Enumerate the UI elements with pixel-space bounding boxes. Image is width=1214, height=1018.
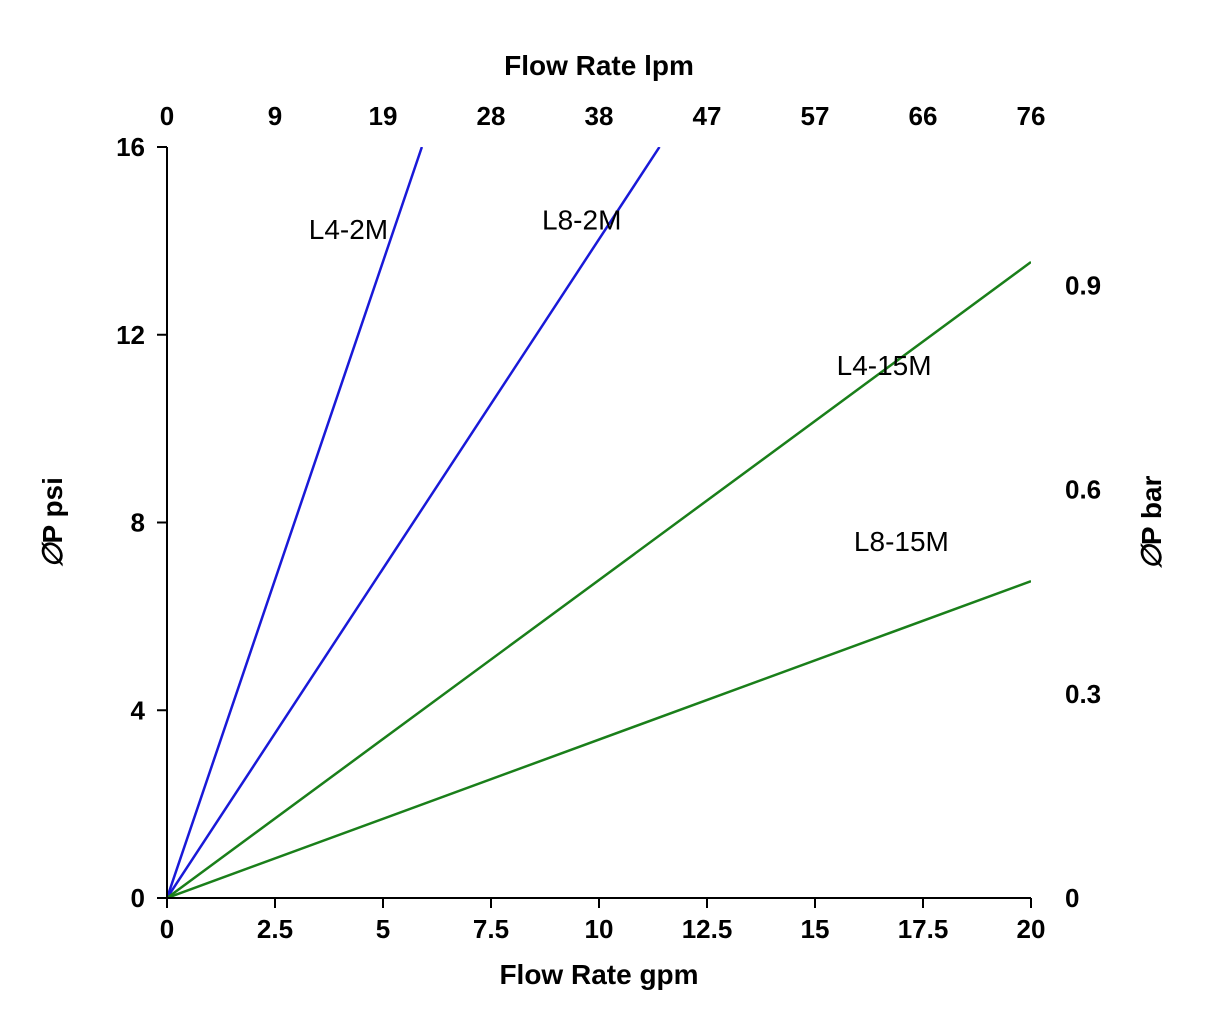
- series-label-l8-15m: L8-15M: [854, 526, 949, 557]
- xt-tick-6: 57: [801, 101, 830, 131]
- xb-tick-5: 12.5: [682, 914, 733, 944]
- chart-svg: L4-2M L8-2M L4-15M L8-15M 0 2.5 5 7.5 10 12.5 15 17…: [0, 0, 1214, 1018]
- xt-tick-2: 19: [369, 101, 398, 131]
- xb-tick-3: 7.5: [473, 914, 509, 944]
- xb-tick-6: 15: [801, 914, 830, 944]
- xb-tick-8: 20: [1017, 914, 1046, 944]
- xt-tick-5: 47: [693, 101, 722, 131]
- xb-tick-1: 2.5: [257, 914, 293, 944]
- yr-tick-3: 0.9: [1065, 270, 1101, 300]
- xt-tick-3: 28: [477, 101, 506, 131]
- y-left-label: ∅P psi: [37, 477, 68, 568]
- x-bottom-label: Flow Rate gpm: [499, 959, 698, 990]
- xb-tick-7: 17.5: [898, 914, 949, 944]
- yl-tick-4: 16: [116, 132, 145, 162]
- xb-tick-2: 5: [376, 914, 390, 944]
- yr-tick-1: 0.3: [1065, 679, 1101, 709]
- series-label-l4-2m: L4-2M: [309, 214, 388, 245]
- xt-tick-1: 9: [268, 101, 282, 131]
- series-label-l4-15m: L4-15M: [837, 350, 932, 381]
- yr-tick-0: 0: [1065, 883, 1079, 913]
- xt-tick-7: 66: [909, 101, 938, 131]
- series-label-l8-2m: L8-2M: [542, 204, 621, 235]
- xt-tick-8: 76: [1017, 101, 1046, 131]
- yl-tick-3: 12: [116, 320, 145, 350]
- yr-tick-2: 0.6: [1065, 475, 1101, 505]
- yl-tick-0: 0: [131, 883, 145, 913]
- flowrate-pressure-chart: L4-2M L8-2M L4-15M L8-15M 0 2.5 5 7.5 10 12.5 15 17…: [0, 0, 1214, 1018]
- y-right-label: ∅P bar: [1136, 475, 1167, 569]
- xb-tick-4: 10: [585, 914, 614, 944]
- xt-tick-0: 0: [160, 101, 174, 131]
- yl-tick-2: 8: [131, 508, 145, 538]
- yl-tick-1: 4: [131, 695, 146, 725]
- x-top-label: Flow Rate lpm: [504, 50, 694, 81]
- xb-tick-0: 0: [160, 914, 174, 944]
- xt-tick-4: 38: [585, 101, 614, 131]
